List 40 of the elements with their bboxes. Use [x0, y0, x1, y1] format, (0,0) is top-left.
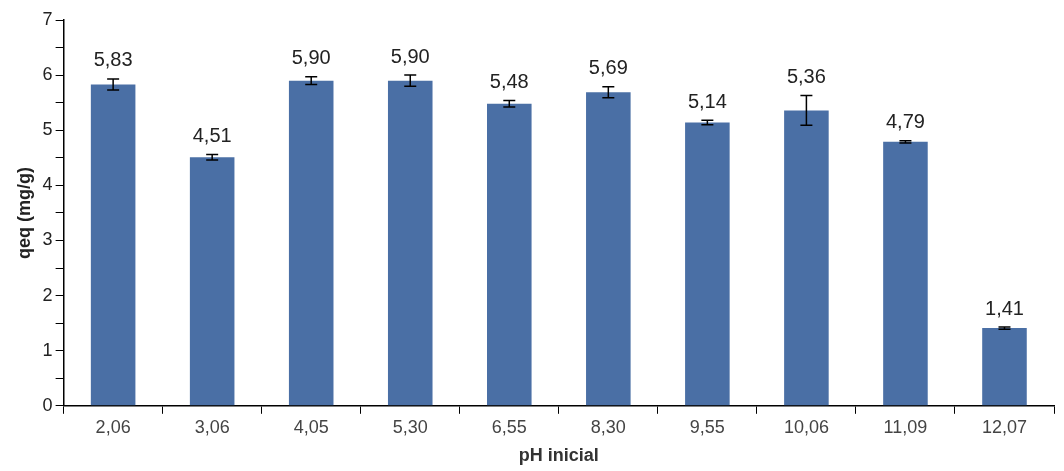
- x-tick-label: 10,06: [783, 416, 829, 437]
- bar: [982, 328, 1027, 406]
- data-label: 1,41: [985, 296, 1024, 319]
- x-axis-title: pH inicial: [518, 445, 599, 466]
- x-tick-label: 12,07: [981, 416, 1027, 437]
- data-label: 5,90: [390, 44, 430, 67]
- y-tick-label: 5: [42, 119, 53, 140]
- data-label: 5,48: [489, 69, 529, 92]
- bar: [90, 84, 136, 406]
- data-label: 5,83: [93, 48, 133, 71]
- bar: [586, 92, 631, 406]
- bar: [387, 80, 433, 406]
- x-tick-label: 8,30: [590, 416, 626, 437]
- x-tick-label: 6,55: [491, 416, 527, 437]
- data-label: 5,69: [588, 56, 628, 79]
- y-axis-title: qeq (mg/g): [13, 166, 34, 259]
- x-tick-label: 9,55: [689, 416, 725, 437]
- x-tick-label: 11,09: [883, 416, 928, 437]
- data-label: 4,79: [885, 110, 925, 133]
- data-label: 4,51: [192, 123, 232, 146]
- y-tick-label: 4: [42, 174, 53, 195]
- data-label: 5,36: [786, 65, 826, 88]
- x-tick-label: 4,05: [293, 416, 329, 437]
- x-tick-label: 2,06: [95, 416, 131, 437]
- bar: [883, 141, 928, 406]
- y-tick-label: 0: [42, 394, 53, 415]
- y-tick-label: 1: [42, 339, 53, 360]
- bar: [487, 103, 532, 406]
- y-tick-label: 6: [42, 64, 53, 85]
- y-tick-label: 2: [42, 284, 53, 305]
- x-tick-label: 3,06: [194, 416, 230, 437]
- bar: [685, 122, 730, 406]
- y-tick-label: 3: [42, 229, 53, 250]
- bar: [189, 157, 235, 406]
- bar: [784, 110, 829, 406]
- data-label: 5,90: [291, 46, 331, 69]
- data-label: 5,14: [687, 89, 727, 112]
- x-tick-label: 5,30: [392, 416, 428, 437]
- y-tick-label: 7: [42, 8, 53, 29]
- bar: [288, 80, 334, 406]
